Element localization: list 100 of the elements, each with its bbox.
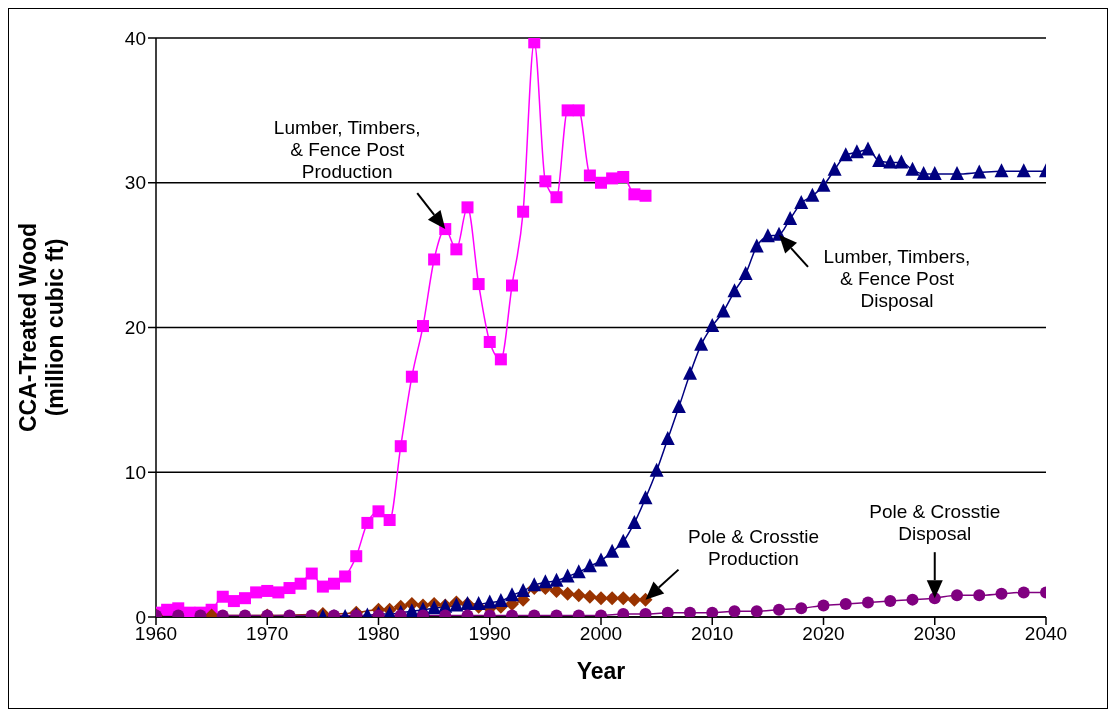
point [872,153,887,168]
point [572,104,585,117]
point [294,577,307,590]
point [894,154,909,169]
point [627,514,642,529]
point [493,593,508,608]
point [639,189,652,202]
point [482,594,497,609]
point [472,278,485,291]
point [738,265,753,280]
point [528,38,541,49]
point [760,228,775,243]
point [405,370,418,383]
point [595,176,607,189]
point [972,164,987,179]
y-tick-label: 30 [124,172,146,194]
point [795,602,808,615]
point [927,166,942,181]
point [605,591,620,606]
annotation: Pole & Crosstie Production [688,525,819,569]
point [973,589,986,602]
point [628,188,641,201]
point [605,543,620,558]
point [483,335,496,348]
x-tick-label: 2030 [913,623,956,645]
point [594,552,608,567]
point [372,505,385,518]
point [694,336,709,351]
point [906,593,919,606]
point [494,353,507,366]
point [794,195,809,210]
point [705,318,720,333]
point [750,605,763,617]
point [684,606,696,617]
x-tick-label: 1990 [468,623,511,645]
point [706,606,719,617]
point [527,577,542,592]
point [816,177,831,192]
point [627,592,642,607]
point [838,147,853,162]
point [950,166,964,181]
point [661,606,674,617]
x-axis-title: Year [576,658,626,684]
point [361,516,374,529]
point [571,564,586,579]
point [883,154,898,169]
point [183,606,196,617]
point [350,550,363,563]
annotation: Pole & Crosstie Disposal [869,501,1001,545]
point [560,568,575,583]
point [849,144,864,159]
point [461,201,474,214]
point [861,141,875,156]
point [417,320,429,333]
point [227,595,240,608]
x-tick-label: 1980 [357,623,400,645]
point [1016,163,1031,178]
point [216,590,229,603]
point [594,591,608,606]
point [506,279,518,292]
point [749,238,764,253]
point [616,533,631,548]
point [839,597,852,610]
x-tick-label: 2020 [802,623,845,645]
point [538,574,553,589]
point [805,187,820,202]
point [550,191,563,204]
point [471,595,486,610]
point [582,558,597,573]
point [817,599,830,612]
point [884,595,897,608]
point [428,253,441,266]
x-tick-label: 1970 [246,623,289,645]
point [994,163,1009,178]
point [582,589,597,604]
y-tick-label: 40 [124,27,146,49]
x-tick-label: 2000 [579,623,623,645]
point [505,587,519,602]
point [683,365,697,380]
point [339,570,352,583]
point [862,596,874,609]
point [561,104,574,117]
point [649,462,664,477]
point [516,582,531,597]
point [560,586,575,601]
point [905,161,920,176]
point [660,430,675,445]
point [671,399,686,414]
annotation: Lumber, Timbers, & Fence Post Disposal [823,245,971,311]
point [517,205,530,218]
point [995,587,1008,600]
point [283,582,296,595]
point [404,603,419,617]
annotation: Lumber, Timbers, & Fence Post Production [273,117,421,183]
y-tick-label: 20 [124,317,146,339]
point [394,440,407,453]
point [1017,586,1030,599]
point [616,591,631,606]
point [328,577,340,590]
point [571,588,586,603]
